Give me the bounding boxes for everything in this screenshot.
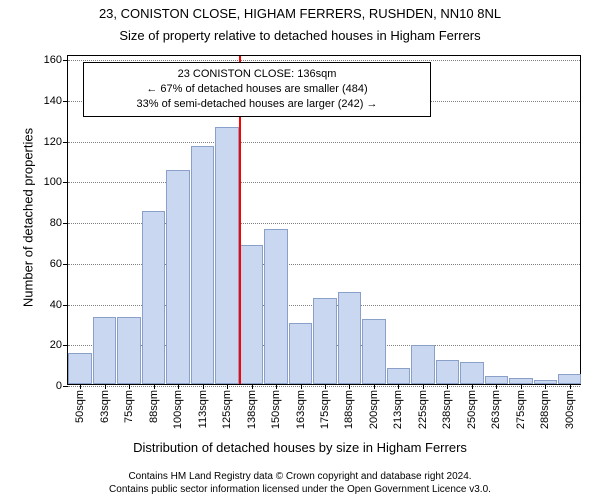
x-tick-mark — [80, 384, 81, 389]
x-tick-mark — [325, 384, 326, 389]
x-tick-label: 163sqm — [295, 390, 307, 429]
histogram-bar — [289, 323, 312, 384]
histogram-bar — [93, 317, 116, 384]
x-tick-mark — [496, 384, 497, 389]
histogram-bar — [264, 229, 287, 384]
x-tick-label: 275sqm — [515, 390, 527, 429]
x-tick-mark — [423, 384, 424, 389]
y-tick-mark — [63, 142, 68, 143]
x-tick-mark — [398, 384, 399, 389]
x-tick-mark — [472, 384, 473, 389]
x-tick-mark — [349, 384, 350, 389]
histogram-bar — [191, 146, 214, 384]
x-tick-label: 150sqm — [270, 390, 282, 429]
x-tick-label: 63sqm — [99, 390, 111, 423]
y-tick-mark — [63, 305, 68, 306]
histogram-bar — [485, 376, 508, 384]
x-tick-label: 88sqm — [148, 390, 160, 423]
histogram-bar — [411, 345, 434, 384]
x-tick-label: 288sqm — [539, 390, 551, 429]
x-tick-mark — [252, 384, 253, 389]
y-tick-mark — [63, 60, 68, 61]
gridline-horizontal — [68, 142, 580, 143]
histogram-bar — [215, 127, 238, 384]
footer-attribution: Contains HM Land Registry data © Crown c… — [0, 471, 600, 496]
gridline-horizontal — [68, 386, 580, 387]
x-tick-label: 175sqm — [319, 390, 331, 429]
y-tick-mark — [63, 386, 68, 387]
x-tick-label: 100sqm — [172, 390, 184, 429]
x-tick-mark — [276, 384, 277, 389]
x-tick-mark — [105, 384, 106, 389]
x-tick-mark — [570, 384, 571, 389]
histogram-bar — [166, 170, 189, 384]
gridline-horizontal — [68, 182, 580, 183]
x-tick-mark — [203, 384, 204, 389]
y-tick-mark — [63, 182, 68, 183]
x-tick-label: 263sqm — [490, 390, 502, 429]
x-tick-label: 125sqm — [221, 390, 233, 429]
x-tick-mark — [447, 384, 448, 389]
histogram-bar — [117, 317, 140, 384]
x-tick-mark — [129, 384, 130, 389]
histogram-bar — [362, 319, 385, 384]
gridline-horizontal — [68, 60, 580, 61]
x-tick-label: 75sqm — [123, 390, 135, 423]
x-tick-mark — [374, 384, 375, 389]
chart-title-sub: Size of property relative to detached ho… — [0, 28, 600, 43]
x-tick-label: 113sqm — [197, 390, 209, 428]
y-axis-label: Number of detached properties — [21, 118, 36, 318]
footer-line1: Contains HM Land Registry data © Crown c… — [0, 471, 600, 484]
x-tick-label: 300sqm — [564, 390, 576, 429]
x-tick-label: 225sqm — [417, 390, 429, 429]
histogram-bar — [558, 374, 581, 384]
annotation-line3: 33% of semi-detached houses are larger (… — [92, 97, 422, 112]
annotation-line2: ← 67% of detached houses are smaller (48… — [92, 82, 422, 97]
histogram-bar — [240, 245, 263, 384]
x-tick-label: 250sqm — [466, 390, 478, 429]
histogram-bar — [338, 292, 361, 384]
x-tick-mark — [301, 384, 302, 389]
chart-title-main: 23, CONISTON CLOSE, HIGHAM FERRERS, RUSH… — [0, 6, 600, 21]
plot-area: 02040608010012014016050sqm63sqm75sqm88sq… — [67, 55, 581, 385]
histogram-bar — [436, 360, 459, 384]
x-tick-mark — [521, 384, 522, 389]
x-tick-label: 188sqm — [343, 390, 355, 429]
x-tick-label: 213sqm — [392, 390, 404, 429]
footer-line2: Contains public sector information licen… — [0, 484, 600, 497]
histogram-bar — [460, 362, 483, 384]
x-tick-mark — [227, 384, 228, 389]
x-tick-mark — [545, 384, 546, 389]
x-tick-mark — [154, 384, 155, 389]
annotation-box: 23 CONISTON CLOSE: 136sqm ← 67% of detac… — [83, 62, 431, 117]
histogram-bar — [68, 353, 91, 384]
x-tick-label: 238sqm — [441, 390, 453, 429]
histogram-bar — [142, 211, 165, 384]
annotation-line1: 23 CONISTON CLOSE: 136sqm — [92, 67, 422, 82]
y-tick-mark — [63, 223, 68, 224]
x-axis-label: Distribution of detached houses by size … — [0, 440, 600, 455]
y-tick-mark — [63, 264, 68, 265]
y-tick-mark — [63, 101, 68, 102]
histogram-bar — [387, 368, 410, 384]
y-tick-mark — [63, 345, 68, 346]
x-tick-mark — [178, 384, 179, 389]
x-tick-label: 200sqm — [368, 390, 380, 429]
x-tick-label: 50sqm — [74, 390, 86, 423]
histogram-bar — [313, 298, 336, 384]
x-tick-label: 138sqm — [246, 390, 258, 429]
